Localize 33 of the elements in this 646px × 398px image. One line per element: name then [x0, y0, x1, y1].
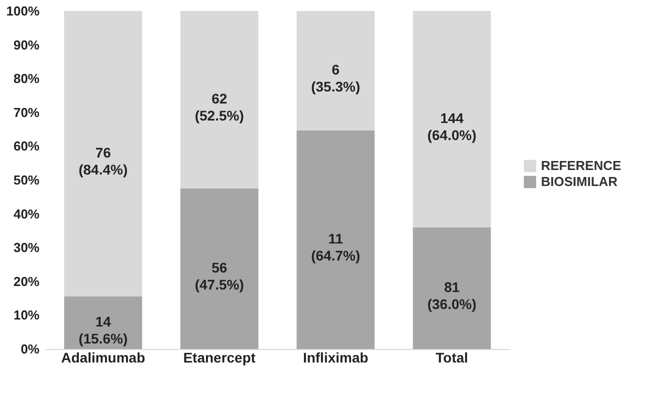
bar [412, 227, 491, 349]
x-tick-label: Adalimumab [61, 350, 146, 366]
y-tick-label: 10% [13, 308, 40, 323]
y-tick-label: 100% [6, 4, 40, 18]
y-tick-label: 80% [13, 71, 40, 86]
legend-label: BIOSIMILAR [541, 174, 618, 189]
x-tick-label: Etanercept [183, 350, 256, 366]
data-label: 14 (15.6%) [78, 314, 128, 347]
bar [64, 296, 142, 349]
bar [64, 11, 142, 296]
y-tick-label: 30% [13, 240, 40, 256]
bar [180, 188, 258, 349]
y-tick-label: 60% [13, 138, 40, 154]
legend-label: REFERENCE [541, 158, 622, 173]
bar [180, 11, 258, 188]
x-tick-label: Infliximab [302, 350, 368, 366]
y-tick-label: 50% [13, 172, 40, 188]
y-tick-label: 20% [13, 274, 40, 289]
y-tick-label: 40% [13, 206, 40, 222]
y-tick-label: 90% [13, 37, 40, 52]
x-tick-label: Total [436, 350, 468, 366]
data-label: 81 (36.0%) [427, 279, 476, 312]
data-label: 56 (47.5%) [194, 260, 244, 293]
bar [296, 130, 375, 349]
data-label: 76 (84.4%) [78, 144, 128, 178]
data-label: 62 (52.5%) [194, 90, 244, 124]
y-tick-label: 70% [13, 104, 40, 120]
bar [412, 11, 491, 228]
bar [296, 11, 375, 130]
data-label: 6 (35.3%) [311, 62, 360, 95]
data-label: 144 (64.0%) [427, 110, 476, 144]
y-tick-label: 0% [20, 342, 40, 356]
data-label: 11 (64.7%) [311, 230, 360, 264]
